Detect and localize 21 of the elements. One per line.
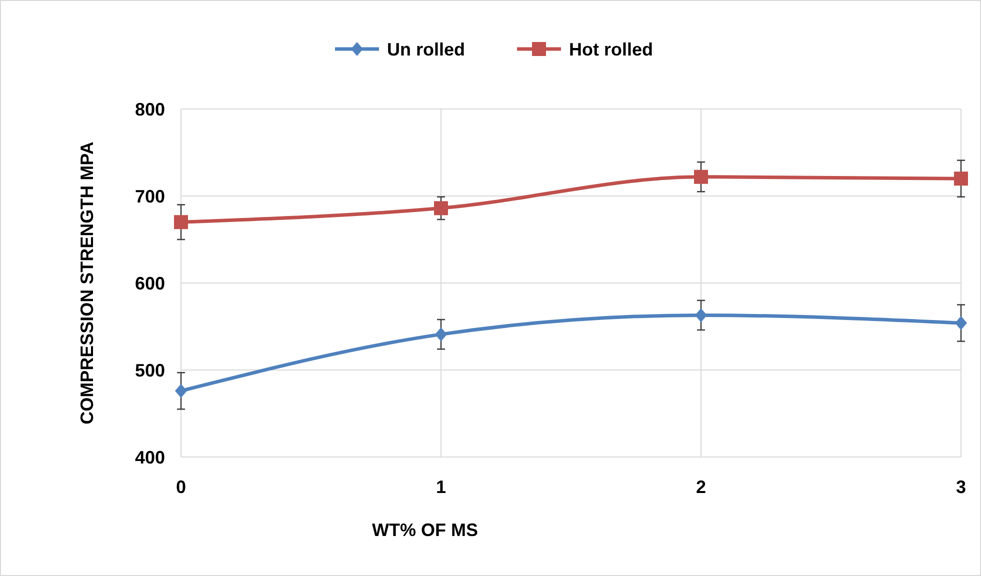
point bbox=[954, 172, 968, 186]
point bbox=[955, 316, 967, 330]
x-tick-label: 2 bbox=[696, 477, 706, 497]
point bbox=[694, 170, 708, 184]
y-tick-label: 400 bbox=[134, 447, 165, 468]
y-axis-title: COMPRESSION STRENGTH MPA bbox=[77, 142, 97, 424]
legend-label: Un rolled bbox=[387, 39, 466, 60]
x-tick-label: 1 bbox=[436, 477, 446, 497]
y-tick-label: 500 bbox=[134, 360, 165, 380]
point bbox=[435, 327, 447, 342]
x-tick-label: 3 bbox=[956, 477, 966, 497]
x-axis-title: WT% OF MS bbox=[372, 520, 478, 540]
point bbox=[695, 308, 707, 322]
point bbox=[434, 201, 448, 216]
y-tick-label: 800 bbox=[134, 99, 165, 120]
x-tick-label: 0 bbox=[176, 477, 186, 497]
legend-label: Hot rolled bbox=[569, 39, 653, 60]
y-tick-label: 600 bbox=[134, 273, 165, 294]
point bbox=[174, 215, 188, 230]
point bbox=[175, 384, 187, 398]
y-tick-label: 700 bbox=[134, 186, 165, 206]
